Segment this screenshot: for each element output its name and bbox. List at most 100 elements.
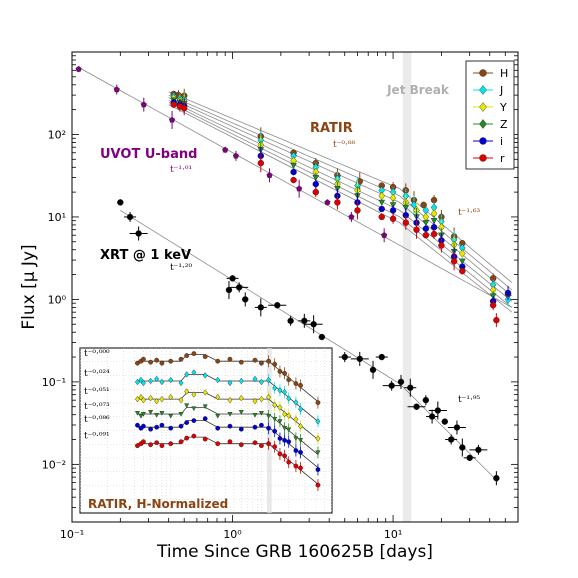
inset-data-point (227, 423, 233, 429)
inset-data-point (202, 354, 208, 359)
inset-data-point (178, 412, 184, 417)
data-point (312, 174, 320, 182)
data-point (222, 146, 229, 153)
y-axis-title: Flux [μ Jy] (19, 244, 39, 329)
inset-data-point (258, 395, 264, 403)
inset-data-point (286, 439, 292, 445)
inset-data-point (272, 444, 278, 450)
inset-data-point (258, 411, 264, 416)
data-point (450, 258, 458, 265)
data-point (466, 454, 473, 462)
inset-data-point (227, 439, 233, 445)
legend-marker (479, 102, 487, 112)
power-law-label-uvot: t⁻¹·⁰¹ (170, 165, 192, 175)
x-axis-title: Time Since GRB 160625B [days] (156, 542, 433, 562)
inset-offset-label: t⁻⁰·⁰⁹¹ (84, 432, 110, 442)
data-point (430, 230, 438, 238)
data-point (493, 316, 500, 324)
data-point (290, 176, 297, 184)
inset-data-point (272, 384, 278, 392)
inset-data-point (293, 381, 299, 386)
legend-marker (479, 69, 487, 77)
inset-data-point (272, 361, 278, 367)
inset-data-point (138, 376, 144, 384)
inset-data-point (215, 441, 221, 447)
data-point (181, 105, 188, 112)
data-point (274, 302, 281, 309)
inset-data-point (148, 426, 153, 432)
inset-data-point (184, 388, 190, 395)
data-point (378, 199, 386, 206)
data-point (287, 317, 294, 325)
inset-data-point (135, 422, 140, 428)
inset-data-point (168, 425, 174, 431)
inset-data-point (191, 406, 197, 412)
inset-data-point (259, 443, 264, 449)
inset-data-point (252, 357, 258, 363)
inset-data-point (141, 356, 146, 362)
data-point (434, 407, 442, 414)
inset-data-point (141, 423, 146, 429)
data-point (354, 207, 361, 214)
legend-marker (479, 137, 487, 145)
inset-data-point (272, 417, 278, 422)
data-point (310, 321, 317, 328)
inset-fit-line (137, 374, 319, 422)
inset-data-point (215, 414, 221, 419)
inset-data-point (154, 397, 160, 405)
x-tick-label: 10¹ (384, 528, 402, 541)
data-point (170, 101, 177, 108)
inset-data-point (293, 399, 299, 406)
jet-break-band (402, 52, 412, 522)
inset-data-point (252, 413, 258, 418)
data-point (232, 152, 240, 159)
data-point (257, 159, 265, 167)
data-point (389, 202, 397, 209)
inset-data-point (178, 356, 184, 362)
data-point (140, 101, 147, 108)
data-point (389, 207, 397, 214)
inset-data-point (178, 396, 184, 404)
inset-data-point (154, 424, 160, 430)
inset-data-point (266, 376, 272, 384)
inset-data-point (184, 353, 190, 358)
inset-data-point (252, 375, 258, 383)
data-point (441, 418, 449, 425)
inset-data-point (286, 459, 292, 465)
x-tick-label: 10⁻¹ (60, 528, 84, 541)
inset-data-point (298, 405, 303, 413)
y-tick-label: 10⁰ (48, 293, 67, 306)
inset-data-point (134, 411, 141, 416)
inset-data-point (154, 413, 160, 418)
inset-data-point (286, 377, 292, 383)
data-point (410, 200, 418, 210)
inset-data-point (154, 440, 160, 446)
data-point (381, 231, 388, 238)
inset-data-point (259, 422, 264, 428)
inset-data-point (293, 448, 299, 453)
inset-data-point (315, 418, 321, 425)
data-point (422, 232, 430, 239)
inset-data-point (266, 414, 272, 419)
data-point (117, 199, 124, 206)
inset-data-point (202, 416, 208, 422)
data-point (378, 353, 385, 361)
series-xrt (117, 199, 500, 486)
power-law-label-xrt: t⁻¹·²⁰ (170, 263, 192, 273)
inset-data-point (238, 426, 244, 432)
inset-data-point (148, 377, 154, 385)
data-point (290, 162, 297, 169)
inset-offset-label: t⁻⁰·⁰⁵¹ (84, 387, 110, 397)
inset-data-point (252, 424, 258, 430)
inset-data-point (159, 378, 165, 386)
inset-data-point (277, 369, 283, 374)
data-point (348, 213, 355, 220)
fit-line (168, 99, 513, 302)
inset-data-point (315, 400, 321, 405)
inset-data-point (184, 371, 190, 378)
inset-plot: t⁻⁰·⁰⁰⁰ t⁻⁰·⁰²⁴ t⁻⁰·⁰⁵¹ t⁻⁰·⁰⁷³ t⁻⁰·⁰⁸⁶ t⁻⁰·⁰… (79, 347, 333, 514)
inset-data-point (159, 360, 165, 366)
series-i (170, 98, 512, 307)
inset-data-point (227, 412, 233, 417)
inset-data-point (315, 482, 321, 488)
